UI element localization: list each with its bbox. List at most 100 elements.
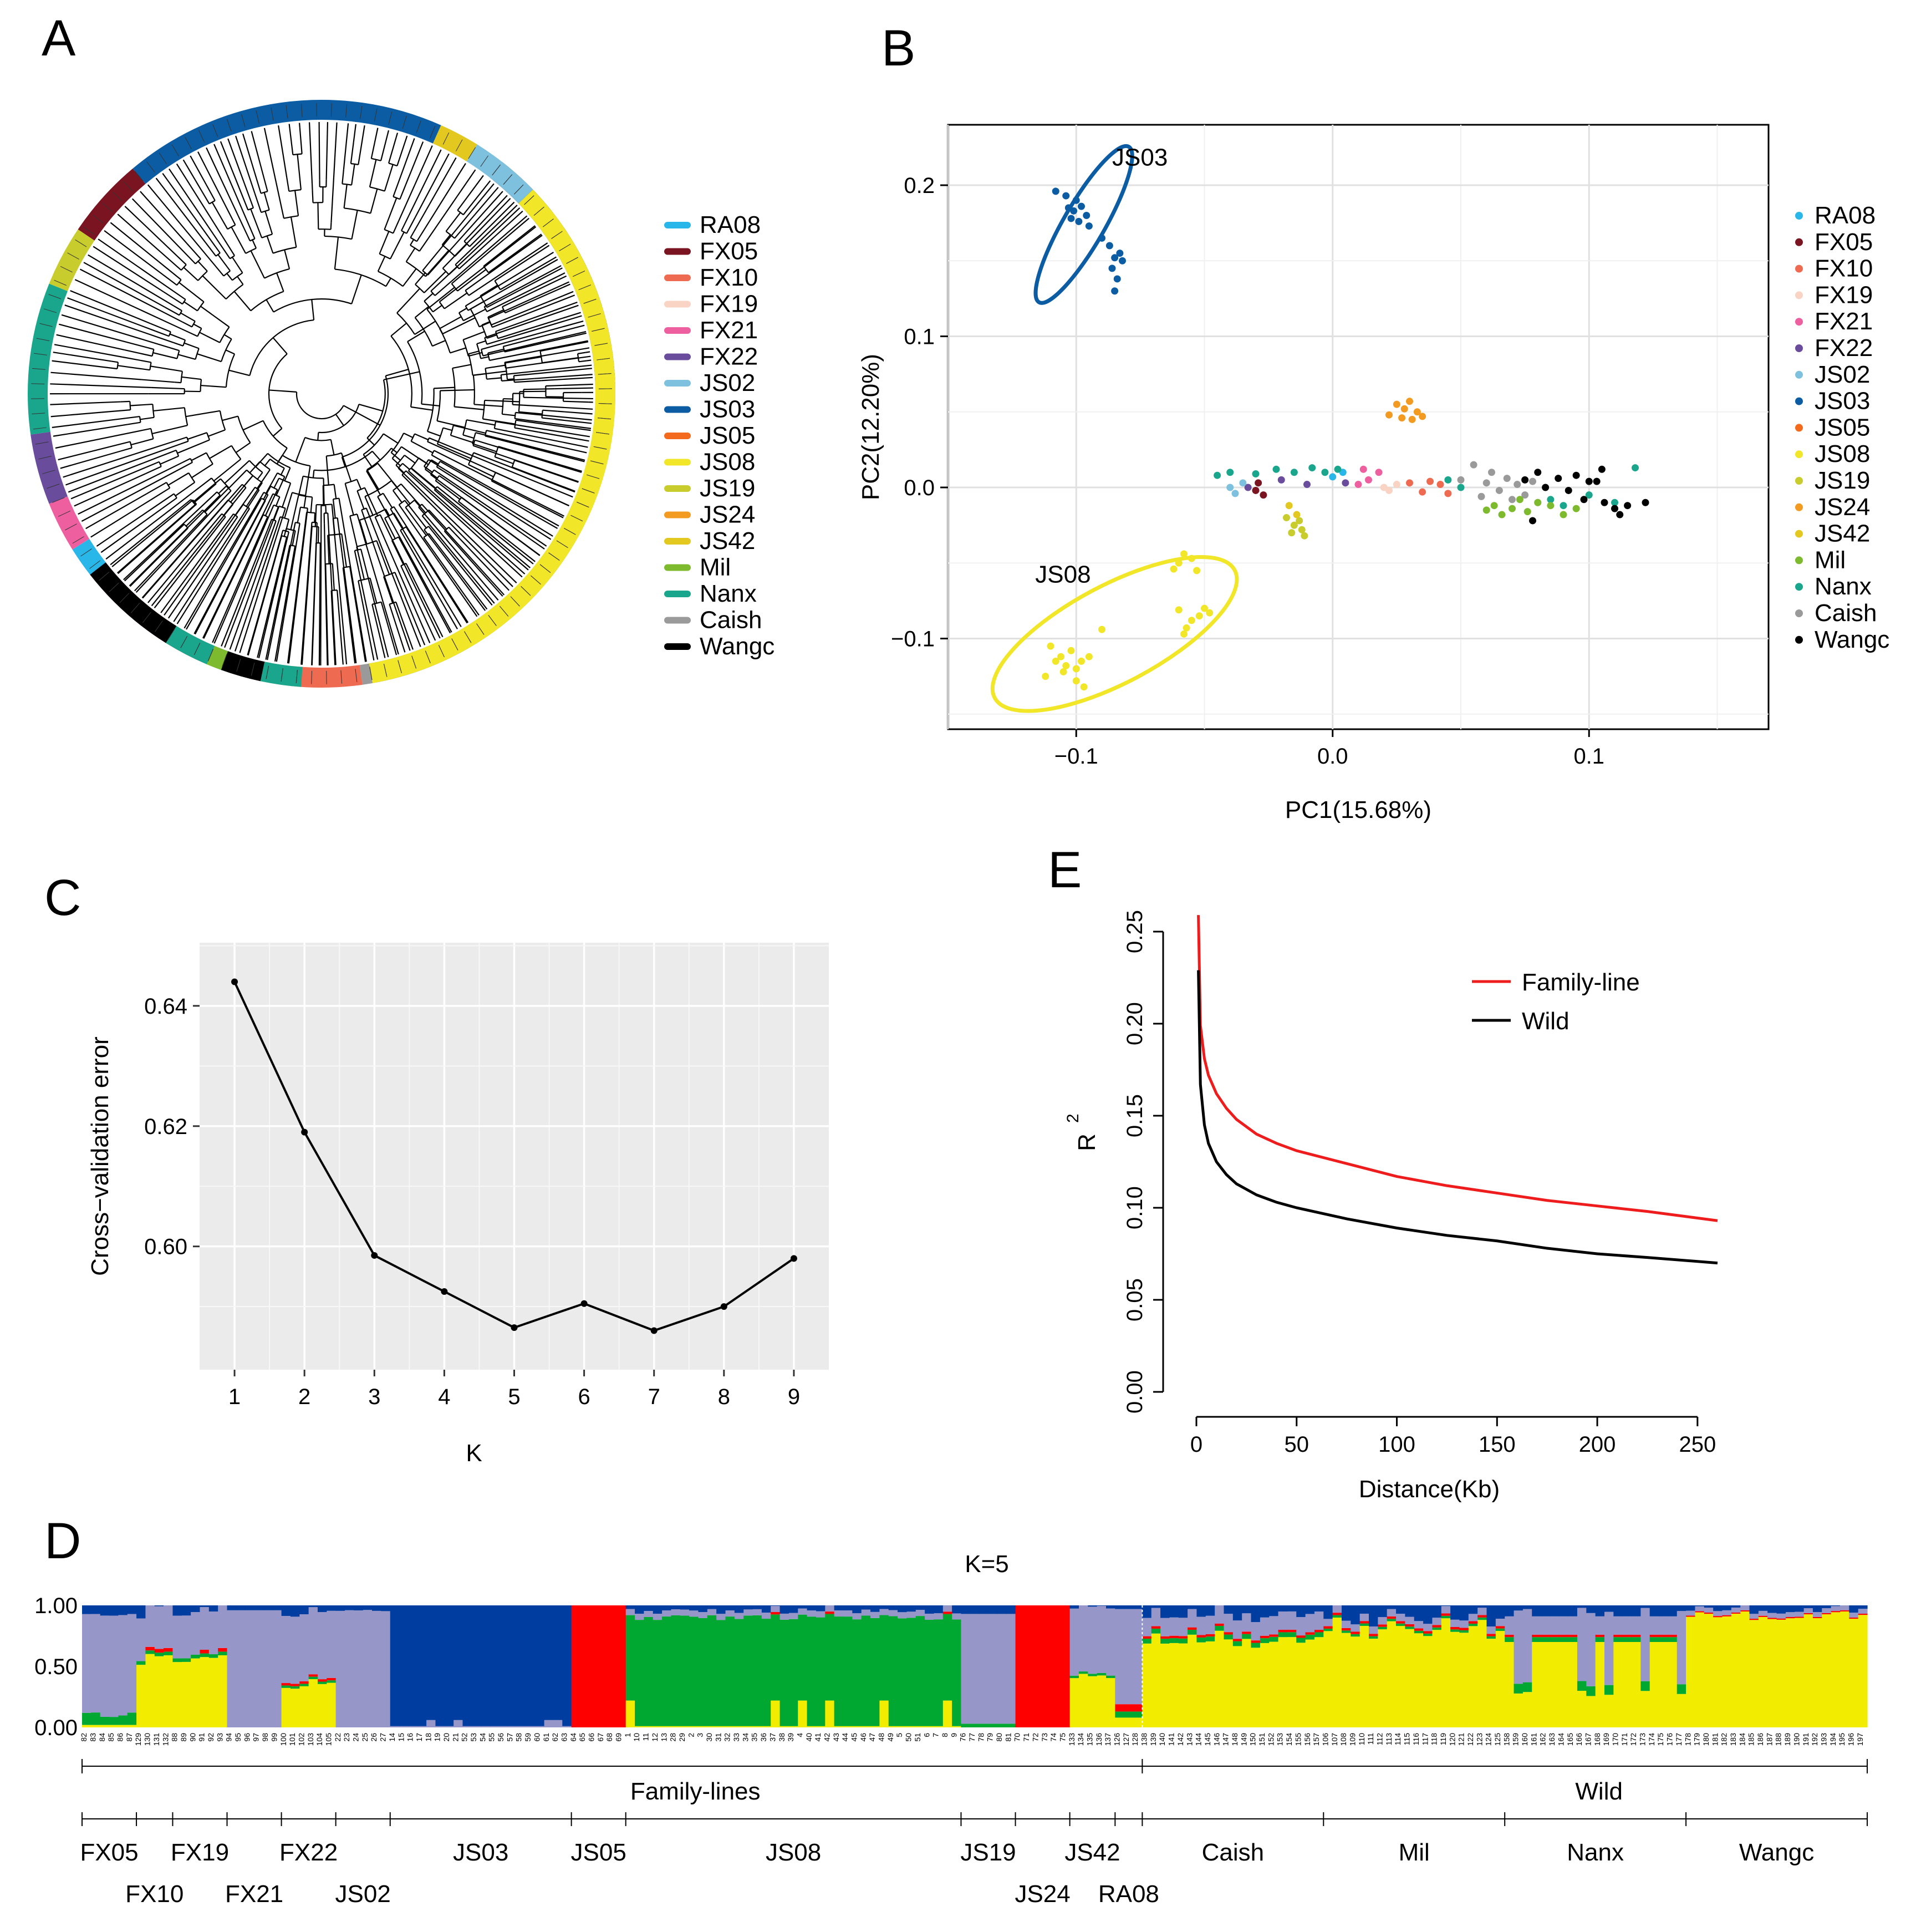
tree-tip-label (171, 144, 179, 156)
tree-branch (263, 486, 272, 500)
admixture-bar-segment (1251, 1648, 1261, 1727)
tree-branch (468, 464, 494, 477)
tree-branch (243, 183, 254, 209)
admixture-bar-segment (218, 1655, 228, 1727)
tree-branch (193, 323, 202, 329)
tree-branch (284, 467, 291, 481)
tree-branch (140, 416, 154, 420)
admixture-bar-segment (1269, 1616, 1279, 1635)
admixture-bar-segment (1160, 1639, 1170, 1644)
admixture-bar-segment (979, 1605, 989, 1614)
pca-point-js03 (1075, 217, 1083, 225)
admixture-bar-segment (852, 1619, 862, 1726)
tree-tip-label (531, 575, 541, 585)
pca-point-fx05 (1252, 486, 1260, 494)
tree-branch (458, 307, 467, 313)
tree-branch (284, 250, 291, 270)
tree-leaf-branch (455, 467, 559, 527)
tree-leaf-branch (342, 519, 367, 662)
admixture-sample-id: 138 (1140, 1733, 1149, 1746)
tree-branch (515, 411, 539, 415)
tree-leaf-branch (426, 481, 531, 568)
admixture-sample-id: 61 (542, 1733, 551, 1742)
tree-leaf-branch (533, 421, 591, 431)
tree-branch (444, 531, 467, 557)
admixture-bar-segment (1287, 1632, 1297, 1638)
tree-branch (202, 495, 221, 513)
admixture-pop-label-fx10: FX10 (125, 1880, 184, 1908)
tree-branch (161, 497, 177, 510)
admixture-bar-segment (1477, 1617, 1487, 1620)
admixture-bar-segment (1188, 1630, 1198, 1635)
admixture-bar-segment (1676, 1611, 1686, 1685)
tree-tip-label (369, 667, 373, 680)
tree-leaf-branch (70, 290, 151, 324)
admixture-sample-id: 26 (369, 1733, 378, 1742)
admixture-bar-segment (1088, 1606, 1098, 1674)
tree-leaf-branch (498, 225, 536, 255)
admixture-bar-segment (843, 1726, 853, 1727)
tree-tip-label (451, 638, 458, 650)
admixture-bar-segment (1369, 1639, 1378, 1727)
admixture-bar-segment (127, 1605, 137, 1614)
admixture-bar-segment (1287, 1637, 1297, 1727)
tree-internal-arc (273, 298, 352, 313)
admixture-sample-id: 100 (279, 1733, 288, 1746)
pca-point-mil (1482, 506, 1490, 514)
tree-branch (241, 208, 256, 239)
admixture-bar-segment (653, 1614, 663, 1620)
admixture-pop-label-wangc: Wangc (1739, 1839, 1814, 1866)
tree-branch (486, 334, 497, 339)
tree-branch (427, 258, 443, 276)
admixture-bar-segment (915, 1726, 925, 1727)
pca-point-js08 (1047, 642, 1054, 650)
admixture-bar-segment (1323, 1619, 1333, 1626)
tree-tip-label (226, 119, 232, 132)
admixture-bar-segment (1278, 1637, 1288, 1727)
admixture-bar-segment (1740, 1610, 1750, 1611)
admixture-bar-segment (1323, 1628, 1333, 1631)
tree-leaf-branch (288, 537, 305, 664)
tree-branch (273, 477, 280, 489)
admixture-sample-id: 86 (116, 1733, 125, 1742)
admixture-bar-segment (834, 1605, 844, 1611)
tree-branch (273, 428, 283, 437)
admixture-bar-segment (145, 1646, 155, 1651)
tree-branch (494, 271, 509, 282)
admixture-bar-segment (1124, 1609, 1134, 1705)
tree-leaf-branch (176, 527, 238, 624)
admixture-bar-segment (1088, 1674, 1098, 1676)
pca-x-axis-label: PC1(15.68%) (1285, 796, 1431, 823)
admixture-bar-segment (354, 1605, 364, 1611)
tree-branch (432, 339, 446, 347)
tree-branch (218, 270, 225, 277)
admixture-bar-segment (1649, 1634, 1659, 1638)
legend-tree-label-ra08: RA08 (700, 211, 761, 238)
pca-x-tick-label: −0.1 (1054, 744, 1098, 769)
tree-leaf-branch (265, 558, 288, 660)
admixture-bar-segment (743, 1615, 753, 1726)
admixture-bar-segment (1586, 1613, 1596, 1686)
admixture-bar-segment (127, 1712, 137, 1725)
admixture-bar-segment (888, 1605, 898, 1610)
tree-branch (484, 328, 511, 338)
tree-leaf-branch (393, 525, 452, 633)
tree-branch (376, 540, 390, 575)
legend-pca-key-wangc (1795, 635, 1803, 644)
admixture-bar-segment (317, 1684, 327, 1727)
admixture-bar-segment (1668, 1616, 1678, 1635)
cv-error-panel: 1 2 3 4 5 6 7 8 90.600.620.64 K Cross−validation… (86, 943, 829, 1467)
admixture-sample-id: 154 (1285, 1733, 1293, 1746)
ld-y-tick-label: 0.10 (1123, 1186, 1147, 1229)
admixture-sample-id: 192 (1810, 1733, 1819, 1746)
admixture-sample-id: 66 (587, 1733, 596, 1742)
tree-branch (183, 267, 198, 281)
tree-branch (424, 466, 433, 473)
tree-leaf-branch (401, 519, 469, 623)
legend-pca-key-fx10 (1795, 265, 1803, 273)
tree-internal-arc (363, 433, 384, 455)
admixture-bar-segment (218, 1651, 228, 1655)
admixture-bar-segment (743, 1726, 753, 1727)
legend-pca-label-js02: JS02 (1815, 361, 1870, 388)
